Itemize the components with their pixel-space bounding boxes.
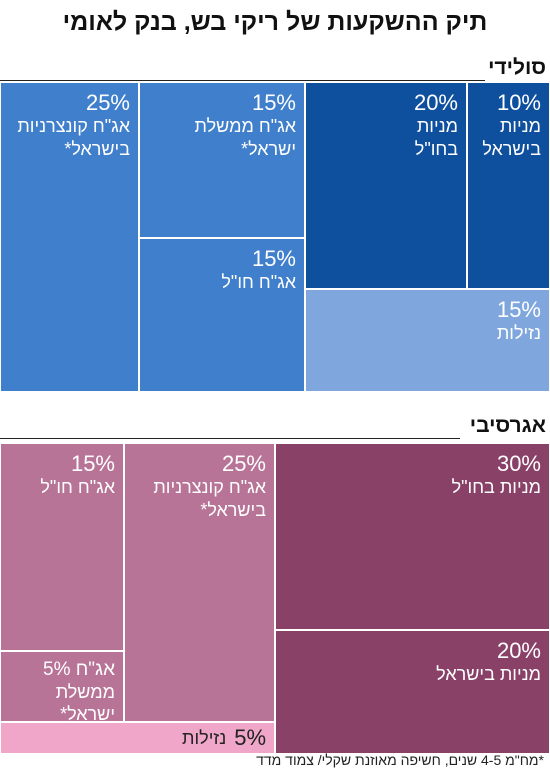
solid-tile-foreign-bonds: 15% אג"ח חו"ל bbox=[139, 238, 305, 392]
aggressive-tile-gov-bonds: 5% אג"ח ממשלת ישראל* bbox=[0, 651, 124, 722]
solid-tile-foreign-stocks: 20% מניות בחו"ל bbox=[305, 82, 467, 289]
tile-pct: 25% bbox=[85, 90, 130, 115]
solid-section-rule bbox=[0, 80, 485, 81]
tile-label: אג"ח קונצרניות בישראל* bbox=[17, 116, 130, 159]
solid-section-title: סולידי bbox=[488, 56, 546, 79]
tile-label: אג"ח קונצרניות בישראל* bbox=[153, 477, 266, 520]
solid-tile-corporate-bonds: 25% אג"ח קונצרניות בישראל* bbox=[0, 82, 139, 392]
tile-label: נזילות bbox=[496, 323, 541, 344]
aggressive-tile-israel-stocks: 20% מניות בישראל bbox=[275, 630, 550, 754]
solid-tile-gov-bonds: 15% אג"ח ממשלת ישראל* bbox=[139, 82, 305, 238]
solid-tile-israel-stocks: 10% מניות בישראל bbox=[467, 82, 550, 289]
tile-pct: 15% bbox=[251, 246, 296, 271]
tile-pct: 20% bbox=[413, 90, 458, 115]
aggressive-tile-corporate-bonds: 25% אג"ח קונצרניות בישראל* bbox=[124, 443, 275, 722]
tile-label: מניות בחו"ל bbox=[414, 116, 458, 159]
tile-pct: 10% bbox=[496, 90, 541, 115]
page-title: תיק ההשקעות של ריקי בש, בנק לאומי bbox=[62, 8, 488, 36]
tile-pct: 25% bbox=[221, 451, 266, 476]
tile-label: אג"ח חו"ל bbox=[40, 477, 115, 498]
tile-pct: 15% bbox=[70, 451, 115, 476]
solid-tile-liquidity: 15% נזילות bbox=[305, 289, 550, 392]
tile-label: מניות בישראל bbox=[482, 116, 541, 159]
tile-pct: 15% bbox=[251, 90, 296, 115]
tile-pct: 20% bbox=[496, 638, 541, 663]
tile-label: אג"ח ממשלת ישראל* bbox=[194, 116, 296, 159]
aggressive-tile-foreign-stocks: 30% מניות בחו"ל bbox=[275, 443, 550, 630]
tile-pct: 5% אג"ח bbox=[43, 659, 115, 680]
tile-label: ממשלת ישראל* bbox=[55, 681, 115, 722]
tile-pct: 15% bbox=[496, 297, 541, 322]
aggressive-section-title: אגרסיבי bbox=[469, 414, 546, 437]
footnote: *מח"מ 4-5 שנים, חשיפה מאוזנת שקלי/ צמוד … bbox=[256, 752, 544, 768]
aggressive-tile-foreign-bonds: 15% אג"ח חו"ל bbox=[0, 443, 124, 651]
tile-label: אג"ח חו"ל bbox=[221, 272, 296, 293]
tile-label: מניות בישראל bbox=[436, 664, 541, 685]
tile-pct: 30% bbox=[496, 451, 541, 476]
aggressive-tile-liquidity: 5% נזילות bbox=[0, 722, 275, 754]
tile-pct: 5% bbox=[234, 724, 266, 750]
aggressive-section-rule bbox=[0, 438, 460, 439]
tile-label: נזילות bbox=[182, 727, 227, 748]
tile-label: מניות בחו"ל bbox=[451, 477, 541, 498]
